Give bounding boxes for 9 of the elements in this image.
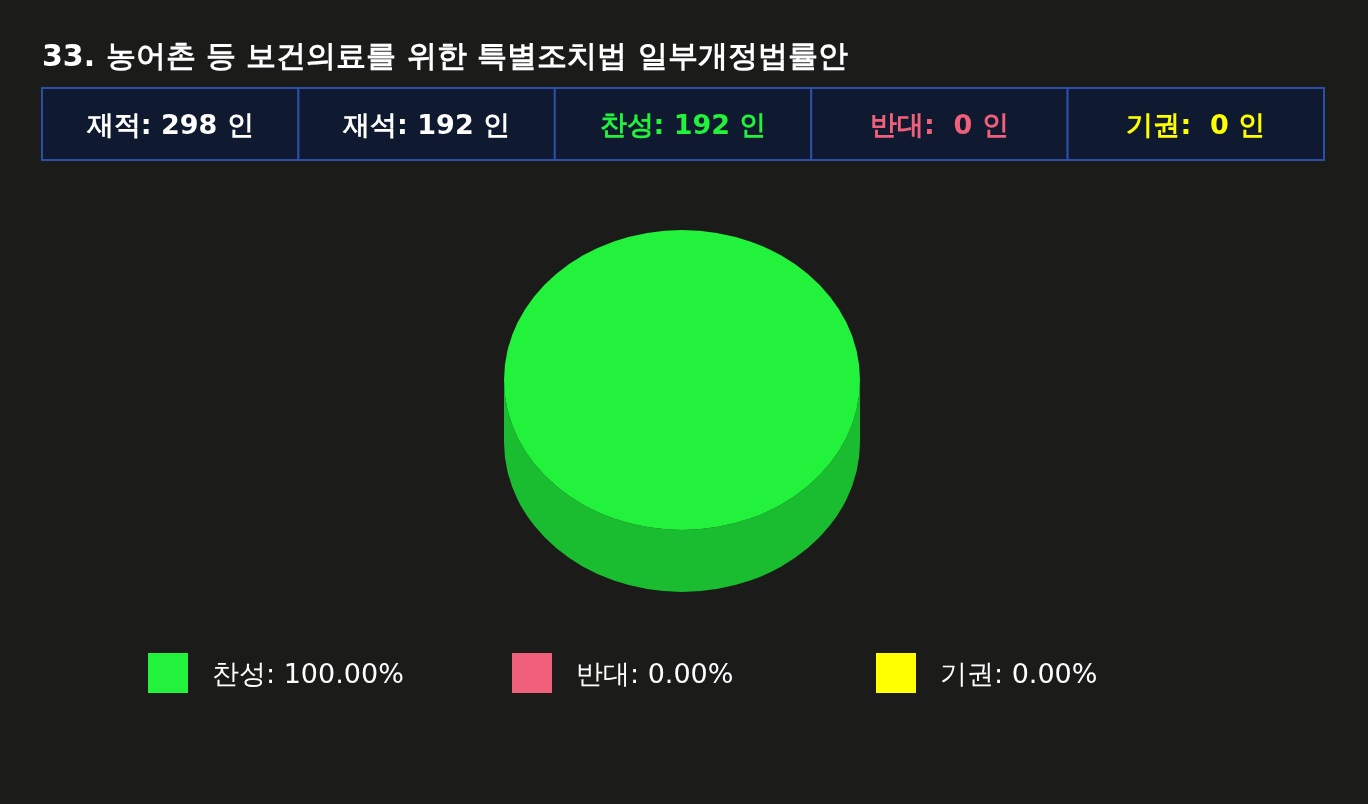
text: 재석: 192 인 [342,109,511,140]
legend-label: 반대: 0.00% [576,658,734,689]
text: 재적: 298 인 [85,109,254,140]
legend-label: 기권: 0.00% [940,658,1098,689]
text: 반대: 0 인 [870,109,1009,140]
legend-label: 찬성: 100.00% [212,658,404,689]
text: 기권: 0 인 [1126,109,1266,140]
text: 찬성: 192 인 [599,109,767,140]
chart-title: 33. 농어촌 등 보건의료를 위한 특별조치법 일부개정법률안 [42,38,848,73]
